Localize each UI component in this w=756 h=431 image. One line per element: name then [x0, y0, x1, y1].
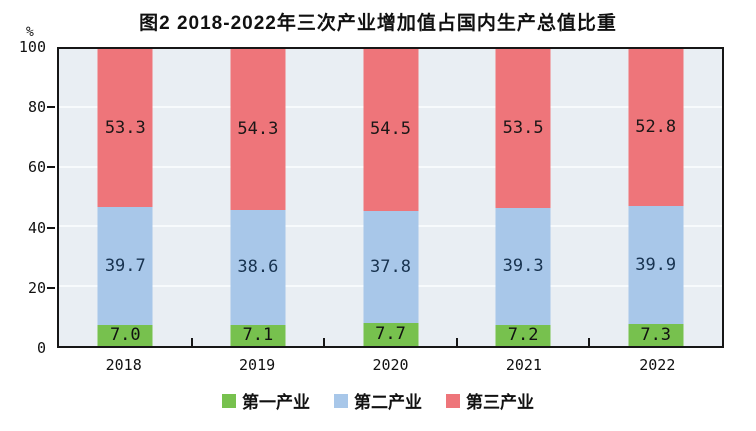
stacked-bar-2021: 7.2 39.3 53.5 [495, 49, 551, 346]
legend-item: 第三产业 [446, 388, 534, 413]
stacked-bar-2020: 7.7 37.8 54.5 [363, 49, 418, 346]
bar-segment: 54.5 [363, 49, 418, 211]
bar-segment: 7.0 [97, 325, 153, 346]
legend-item: 第一产业 [222, 388, 310, 413]
data-label: 53.3 [104, 117, 146, 138]
y-axis-unit-label: % [26, 25, 34, 40]
legend-swatch [334, 393, 348, 408]
x-tick-label: 2021 [505, 356, 542, 374]
x-tick-label: 2020 [372, 356, 409, 374]
x-tick-mark [323, 338, 326, 346]
stacked-bar-2022: 7.3 39.9 52.8 [628, 49, 684, 346]
x-tick-label: 2019 [239, 356, 276, 374]
legend-label: 第三产业 [466, 393, 534, 412]
data-label: 54.5 [370, 119, 411, 140]
bar-segment: 37.8 [363, 210, 418, 324]
bar-segment: 7.7 [363, 323, 418, 346]
data-label: 37.8 [370, 256, 411, 277]
x-tick-label: 2018 [105, 356, 142, 374]
bar-segment: 39.3 [495, 207, 551, 325]
data-label: 7.0 [109, 325, 141, 346]
data-label: 7.2 [507, 324, 539, 345]
x-tick-mark [588, 338, 591, 346]
y-tick-mark [47, 286, 55, 289]
y-tick-label: 40 [27, 218, 46, 237]
bar-segment: 53.3 [97, 49, 153, 208]
legend-swatch [446, 393, 460, 408]
data-label: 39.9 [635, 254, 677, 275]
legend-item: 第二产业 [334, 388, 422, 413]
data-label: 39.7 [104, 255, 146, 276]
legend-label: 第二产业 [354, 393, 422, 412]
data-label: 38.6 [237, 257, 279, 278]
legend-label: 第一产业 [242, 393, 310, 412]
bar-segment: 7.2 [495, 324, 551, 346]
chart-title: 图2 2018-2022年三次产业增加值占国内生产总值比重 [139, 13, 617, 34]
y-tick-mark [47, 226, 55, 229]
bar-segment: 39.9 [628, 205, 684, 325]
x-tick-mark [190, 338, 193, 346]
x-tick-mark [455, 338, 458, 346]
data-label: 54.3 [237, 119, 279, 140]
stacked-bar-2018: 7.0 39.7 53.3 [97, 49, 153, 346]
y-tick-mark [47, 166, 55, 169]
data-label: 52.8 [635, 116, 677, 137]
y-tick-label: 60 [27, 158, 46, 177]
stacked-bar-2019: 7.1 38.6 54.3 [230, 49, 286, 346]
bar-segment: 7.3 [628, 324, 684, 346]
data-label: 53.5 [502, 117, 544, 138]
bar-segment: 53.5 [495, 49, 551, 208]
y-tick-label: 100 [18, 38, 46, 56]
bar-segment: 7.1 [230, 324, 286, 346]
y-tick-mark [47, 106, 55, 109]
data-label: 7.1 [242, 324, 274, 345]
bar-segment: 52.8 [628, 49, 684, 206]
data-label: 39.3 [502, 255, 544, 276]
legend: 第一产业 第二产业 第三产业 [0, 388, 756, 413]
x-tick-label: 2022 [639, 356, 676, 374]
plot-area: 7.0 39.7 53.3 7.1 38.6 54.3 7.7 37.8 54.5 7.2 39.3… [57, 47, 724, 348]
bar-segment: 38.6 [230, 210, 286, 325]
legend-swatch [222, 393, 236, 408]
bar-segment: 39.7 [97, 207, 153, 326]
y-tick-label: 0 [36, 339, 46, 357]
data-label: 7.7 [375, 324, 406, 345]
bar-segment: 54.3 [230, 49, 286, 211]
y-tick-label: 20 [27, 278, 46, 297]
y-tick-label: 80 [27, 98, 46, 117]
data-label: 7.3 [640, 324, 672, 345]
